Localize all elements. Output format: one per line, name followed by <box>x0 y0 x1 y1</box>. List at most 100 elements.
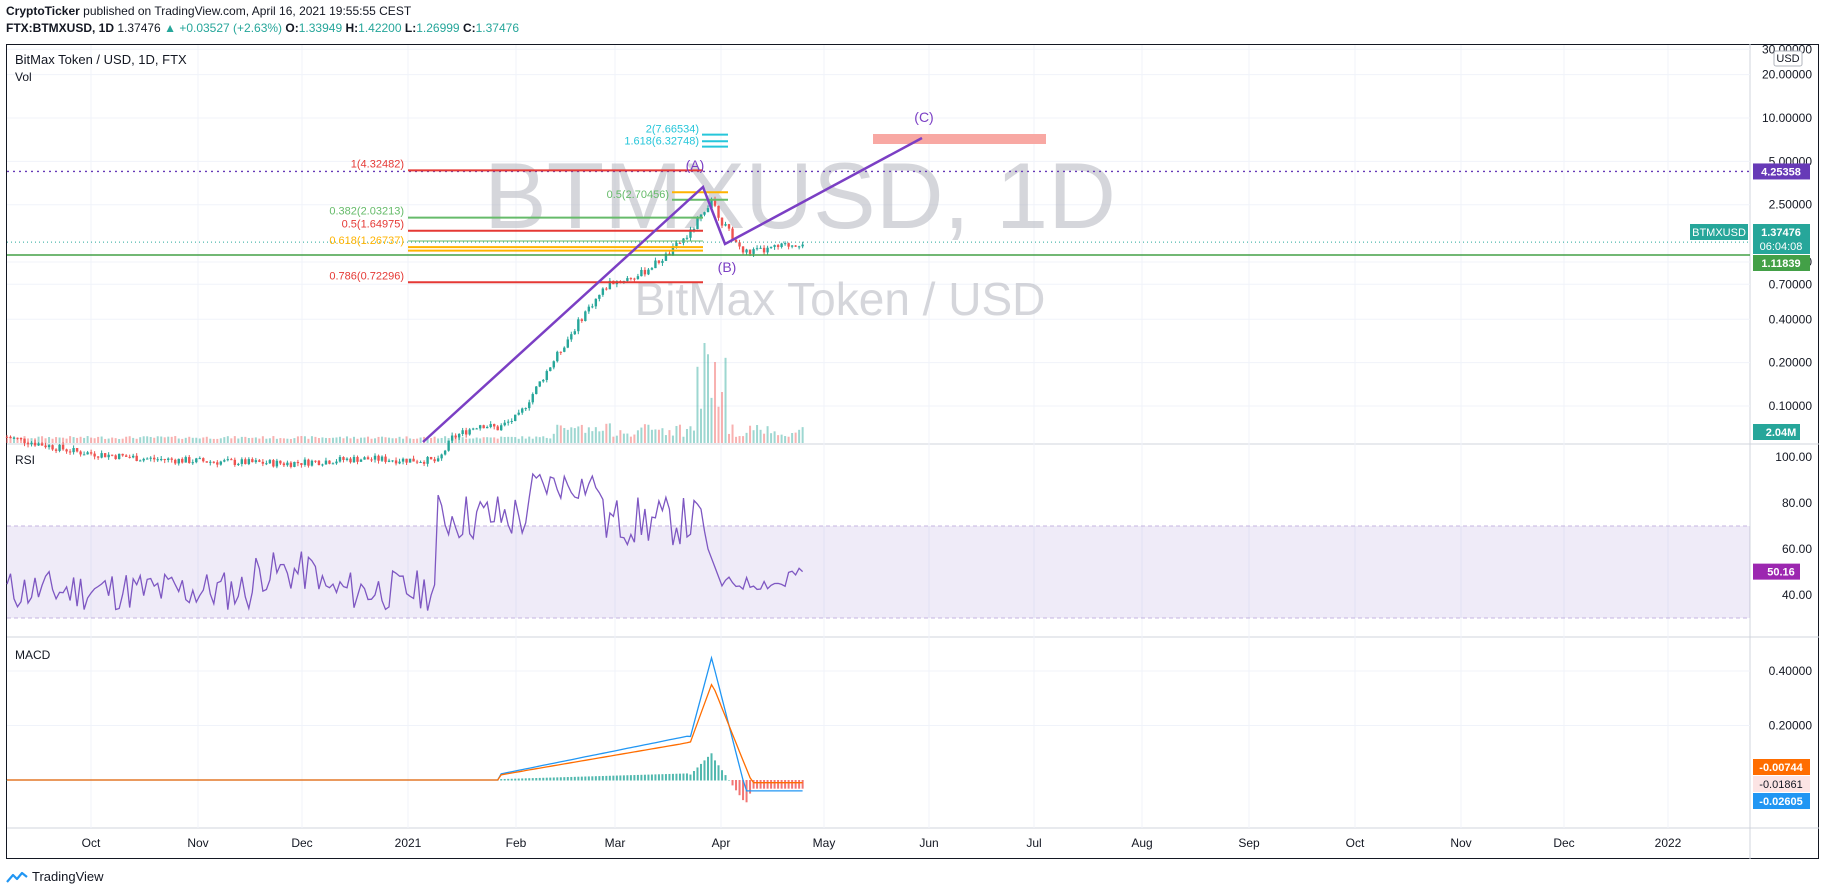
volume-bar <box>510 436 513 443</box>
volume-bar <box>230 438 233 443</box>
volume-bar <box>76 437 79 443</box>
macd-histogram-bar <box>707 756 709 781</box>
candle-body <box>251 459 254 463</box>
candle-body <box>797 246 801 248</box>
volume-bar <box>198 438 201 443</box>
candle-body <box>324 460 328 465</box>
volume-bar <box>69 436 72 443</box>
candle-body <box>496 426 499 431</box>
volume-bar <box>79 436 82 443</box>
volume-bar <box>381 436 384 443</box>
candle-body <box>300 463 303 465</box>
candle-body <box>181 458 184 463</box>
volume-bar <box>265 438 268 443</box>
support-price-label-bg <box>1753 255 1810 271</box>
candle-body <box>475 428 478 430</box>
candle-body <box>492 424 496 427</box>
candle-body <box>535 386 538 395</box>
volume-bar <box>388 437 391 443</box>
candle-body <box>594 298 598 307</box>
candle-body <box>566 339 569 348</box>
candle-body <box>240 459 244 464</box>
volume-bar <box>34 438 37 443</box>
rsi-band <box>7 526 1750 618</box>
volume-bar <box>275 438 278 443</box>
volume-bar <box>254 437 257 443</box>
macd-histogram-bar <box>664 774 667 781</box>
fib-extension-label: 0.5(2.70456) <box>607 189 669 201</box>
macd-histogram-bar <box>721 770 724 781</box>
volume-bar <box>738 436 741 443</box>
macd-histogram-bar <box>542 777 545 781</box>
macd-histogram-bar <box>524 778 527 781</box>
candle-body <box>156 459 159 461</box>
volume-bar <box>756 425 759 443</box>
volume-bar <box>787 436 790 443</box>
fib-level-label: 1(4.32482) <box>351 158 404 170</box>
volume-bar <box>160 436 163 443</box>
volume-bar <box>128 436 131 443</box>
candle-body <box>727 224 731 229</box>
candle-body <box>507 421 510 423</box>
volume-bar <box>149 436 152 443</box>
x-tick-label: Jun <box>919 836 938 850</box>
candle-body <box>394 460 398 464</box>
macd-histogram-bar <box>759 780 762 789</box>
candle-body <box>542 379 545 382</box>
macd-histogram-bar <box>521 778 524 781</box>
candle-body <box>303 459 307 465</box>
macd-histogram-bar <box>724 775 727 781</box>
author-name[interactable]: CryptoTicker <box>6 4 80 18</box>
candle-body <box>471 428 475 430</box>
macd-histogram-bar <box>696 767 699 781</box>
volume-bar <box>374 438 377 443</box>
candle-body <box>58 444 61 451</box>
macd-hist-label: -0.01861 <box>1759 779 1802 791</box>
volume-bar <box>556 424 559 443</box>
macd-value-label-bg <box>1753 793 1810 809</box>
volume-bar <box>48 437 51 443</box>
wave-label-a: (A) <box>686 157 705 173</box>
macd-histogram-bar <box>545 777 548 781</box>
candle-body <box>23 438 26 444</box>
x-tick-label: Aug <box>1131 836 1152 850</box>
candle-body <box>514 414 517 421</box>
countdown-label: 06:04:08 <box>1760 241 1803 253</box>
volume-bar <box>360 437 363 443</box>
symbol-tag: BTMXUSD <box>1692 227 1746 239</box>
y-tick-label: 20.00000 <box>1762 68 1812 82</box>
volume-bar <box>212 438 215 443</box>
volume-bar <box>636 430 639 443</box>
volume-bar <box>233 436 236 443</box>
candle-body <box>366 457 370 460</box>
volume-bar <box>626 433 629 443</box>
volume-bar <box>535 436 538 443</box>
volume-bar <box>300 436 303 443</box>
footer-brand[interactable]: TradingView <box>32 869 104 884</box>
volume-bar <box>717 406 720 443</box>
volume-bar <box>321 437 324 443</box>
candle-body <box>198 458 201 460</box>
macd-histogram-bar <box>735 780 738 791</box>
volume-bar <box>759 429 762 443</box>
candle-body <box>135 455 138 462</box>
candle-body <box>464 430 468 435</box>
candle-body <box>272 460 275 467</box>
volume-bar <box>531 438 534 443</box>
volume-bar <box>433 436 436 443</box>
low-label: L: <box>404 21 417 35</box>
volume-bar <box>251 437 254 443</box>
candle-body <box>163 459 166 461</box>
macd-histogram-bar <box>766 780 769 789</box>
volume-bar <box>191 437 194 443</box>
macd-histogram-bar <box>531 778 534 781</box>
candle-body <box>408 458 412 463</box>
candle-body <box>307 459 310 466</box>
volume-bar <box>521 436 524 443</box>
volume-bar <box>580 424 583 443</box>
x-tick-label: Sep <box>1238 836 1260 850</box>
volume-bar <box>671 435 674 443</box>
volume-bar <box>500 436 503 443</box>
candle-body <box>30 442 33 445</box>
